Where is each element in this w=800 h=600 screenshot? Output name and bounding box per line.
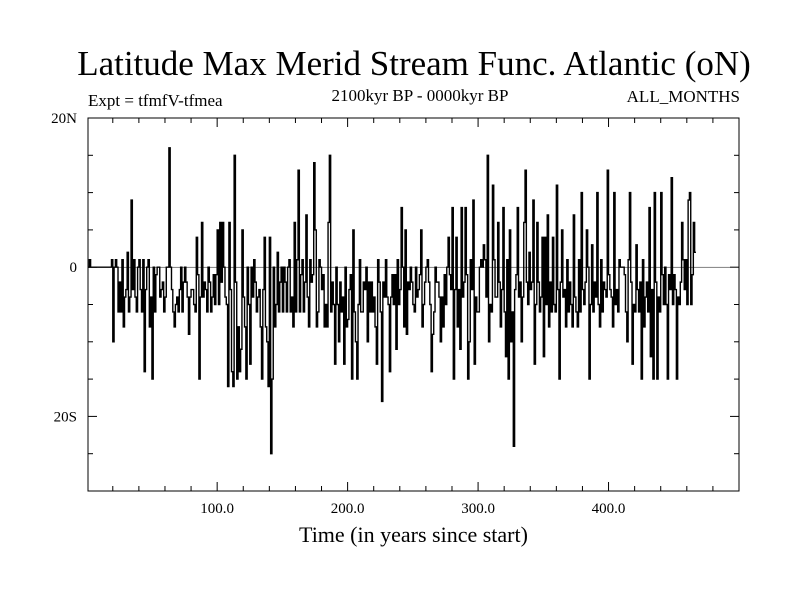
- chart-title: Latitude Max Merid Stream Func. Atlantic…: [77, 44, 751, 83]
- x-axis-label: Time (in years since start): [299, 522, 528, 547]
- series-layer: [88, 147, 739, 455]
- experiment-label: Expt = tfmfV-tfmea: [88, 91, 223, 110]
- x-tick-label: 300.0: [461, 501, 495, 517]
- x-axis: 100.0 200.0 300.0 400.0: [112, 118, 714, 517]
- y-axis: 20N 0 20S: [51, 111, 739, 492]
- y-tick-label: 20N: [51, 111, 77, 127]
- series-line: [88, 147, 696, 455]
- x-tick-label: 100.0: [200, 501, 234, 517]
- months-label: ALL_MONTHS: [626, 87, 740, 106]
- x-tick-label: 400.0: [592, 501, 626, 517]
- x-tick-label: 200.0: [331, 501, 365, 517]
- y-tick-label: 20S: [54, 409, 77, 425]
- y-tick-label: 0: [70, 260, 78, 276]
- period-label: 2100kyr BP - 0000kyr BP: [331, 86, 509, 105]
